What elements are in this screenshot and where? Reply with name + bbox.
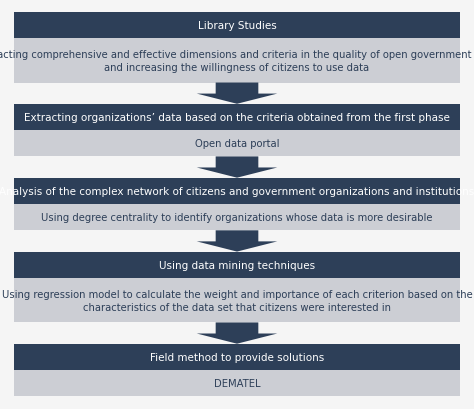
Bar xyxy=(14,178,460,204)
Polygon shape xyxy=(197,83,277,105)
Bar xyxy=(14,105,460,131)
Bar xyxy=(14,370,460,396)
Text: Using data mining techniques: Using data mining techniques xyxy=(159,260,315,270)
Bar xyxy=(14,131,460,157)
Text: Analysis of the complex network of citizens and government organizations and ins: Analysis of the complex network of citiz… xyxy=(0,187,474,196)
Text: DEMATEL: DEMATEL xyxy=(214,378,260,388)
Text: Extracting comprehensive and effective dimensions and criteria in the quality of: Extracting comprehensive and effective d… xyxy=(0,50,474,72)
Text: Using degree centrality to identify organizations whose data is more desirable: Using degree centrality to identify orga… xyxy=(41,213,433,222)
Polygon shape xyxy=(197,231,277,252)
Text: Open data portal: Open data portal xyxy=(195,139,279,149)
Bar xyxy=(14,204,460,231)
Bar xyxy=(14,344,460,370)
Bar xyxy=(14,39,460,83)
Text: Field method to provide solutions: Field method to provide solutions xyxy=(150,352,324,362)
Bar xyxy=(14,278,460,323)
Text: Library Studies: Library Studies xyxy=(198,21,276,31)
Text: Extracting organizations’ data based on the criteria obtained from the first pha: Extracting organizations’ data based on … xyxy=(24,112,450,123)
Polygon shape xyxy=(197,323,277,344)
Polygon shape xyxy=(197,157,277,178)
Bar xyxy=(14,252,460,278)
Bar xyxy=(14,13,460,39)
Text: Using regression model to calculate the weight and importance of each criterion : Using regression model to calculate the … xyxy=(1,289,473,312)
